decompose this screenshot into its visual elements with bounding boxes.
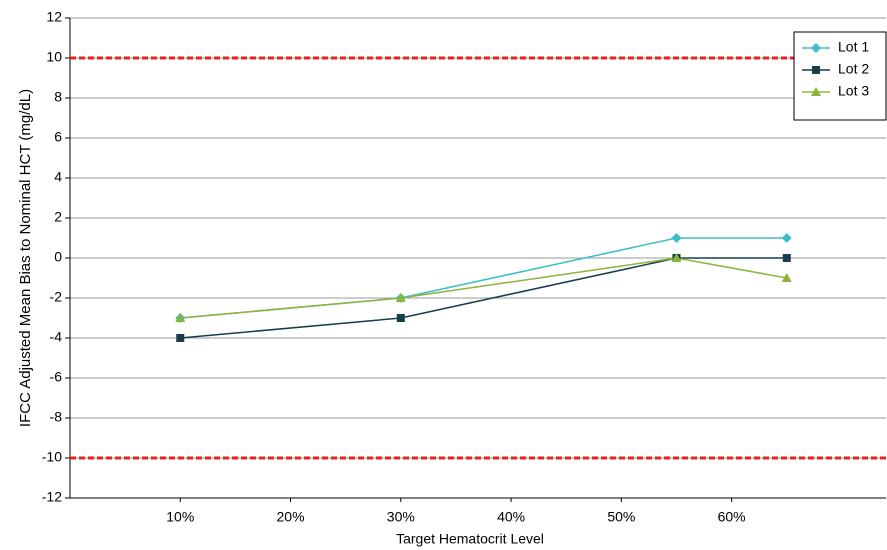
x-tick-label: 50% (607, 509, 635, 525)
legend-label: Lot 2 (838, 61, 869, 77)
marker (396, 314, 405, 322)
x-tick-label: 30% (387, 509, 415, 525)
y-tick-label: 2 (54, 209, 62, 225)
y-tick-label: 12 (46, 9, 62, 25)
marker (671, 253, 682, 262)
legend-marker (812, 66, 820, 74)
legend-label: Lot 3 (838, 83, 869, 99)
series-line (180, 237, 787, 319)
marker (781, 233, 792, 243)
y-tick-label: -4 (50, 329, 63, 345)
marker (782, 254, 791, 262)
y-tick-label: 0 (54, 249, 62, 265)
marker (781, 273, 792, 282)
x-tick-label: 10% (166, 509, 194, 525)
x-axis-label: Target Hematocrit Level (396, 531, 544, 547)
y-tick-label: 8 (54, 89, 62, 105)
x-tick-label: 20% (277, 509, 305, 525)
y-tick-label: 4 (54, 169, 62, 185)
legend-label: Lot 1 (838, 39, 869, 55)
y-tick-label: -10 (42, 449, 62, 465)
y-tick-label: -12 (42, 489, 62, 505)
marker (175, 313, 186, 322)
y-tick-label: 10 (46, 49, 62, 65)
y-tick-label: -6 (50, 369, 63, 385)
marker (671, 233, 682, 243)
y-tick-label: -8 (50, 409, 63, 425)
y-tick-label: -2 (50, 289, 63, 305)
y-axis-label: IFCC Adjusted Mean Bias to Nominal HCT (… (17, 89, 34, 427)
series-line (180, 257, 787, 339)
series-line (180, 257, 787, 319)
y-tick-label: 6 (54, 129, 62, 145)
legend-box (793, 31, 887, 121)
x-tick-label: 40% (497, 509, 525, 525)
x-tick-label: 60% (718, 509, 746, 525)
legend-marker (811, 43, 821, 53)
legend-marker (811, 87, 821, 96)
marker (176, 334, 185, 342)
marker (395, 293, 406, 302)
